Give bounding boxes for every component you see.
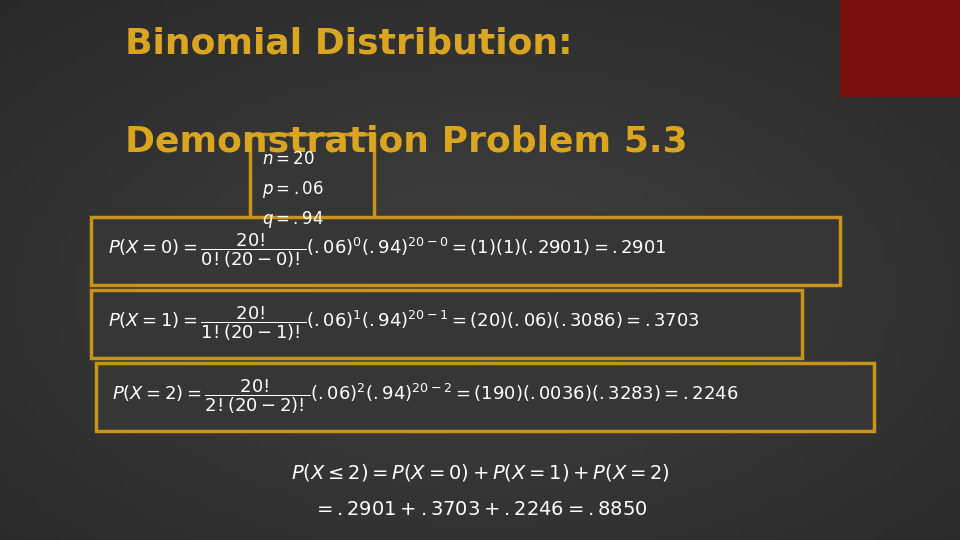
Bar [840,0,960,97]
Text: $= .2901 + .3703 + .2246 = .8850$: $= .2901 + .3703 + .2246 = .8850$ [313,501,647,519]
Text: $q = .94$: $q = .94$ [262,209,324,230]
Text: $P(X=0)=\dfrac{20!}{0!(20-0)!}(.06)^{0}(.94)^{20-0}=(1)(1)(.2901)=.2901$: $P(X=0)=\dfrac{20!}{0!(20-0)!}(.06)^{0}(… [108,232,666,271]
Text: $P(X \leq 2) = P(X=0) + P(X=1) + P(X=2)$: $P(X \leq 2) = P(X=0) + P(X=1) + P(X=2)$ [291,462,669,483]
FancyBboxPatch shape [91,217,840,285]
FancyBboxPatch shape [250,134,374,239]
FancyBboxPatch shape [91,291,802,357]
Text: $n = 20$: $n = 20$ [262,151,315,167]
Text: Demonstration Problem 5.3: Demonstration Problem 5.3 [125,124,687,158]
Text: $P(X=2)=\dfrac{20!}{2!(20-2)!}(.06)^{2}(.94)^{20-2}=(190)(.0036)(.3283)=.2246$: $P(X=2)=\dfrac{20!}{2!(20-2)!}(.06)^{2}(… [112,377,738,416]
Text: $p = .06$: $p = .06$ [262,179,324,200]
FancyBboxPatch shape [96,363,874,431]
Text: $P(X=1)=\dfrac{20!}{1!(20-1)!}(.06)^{1}(.94)^{20-1}=(20)(.06)(.3086)=.3703$: $P(X=1)=\dfrac{20!}{1!(20-1)!}(.06)^{1}(… [108,305,699,343]
Text: Binomial Distribution:: Binomial Distribution: [125,27,572,61]
